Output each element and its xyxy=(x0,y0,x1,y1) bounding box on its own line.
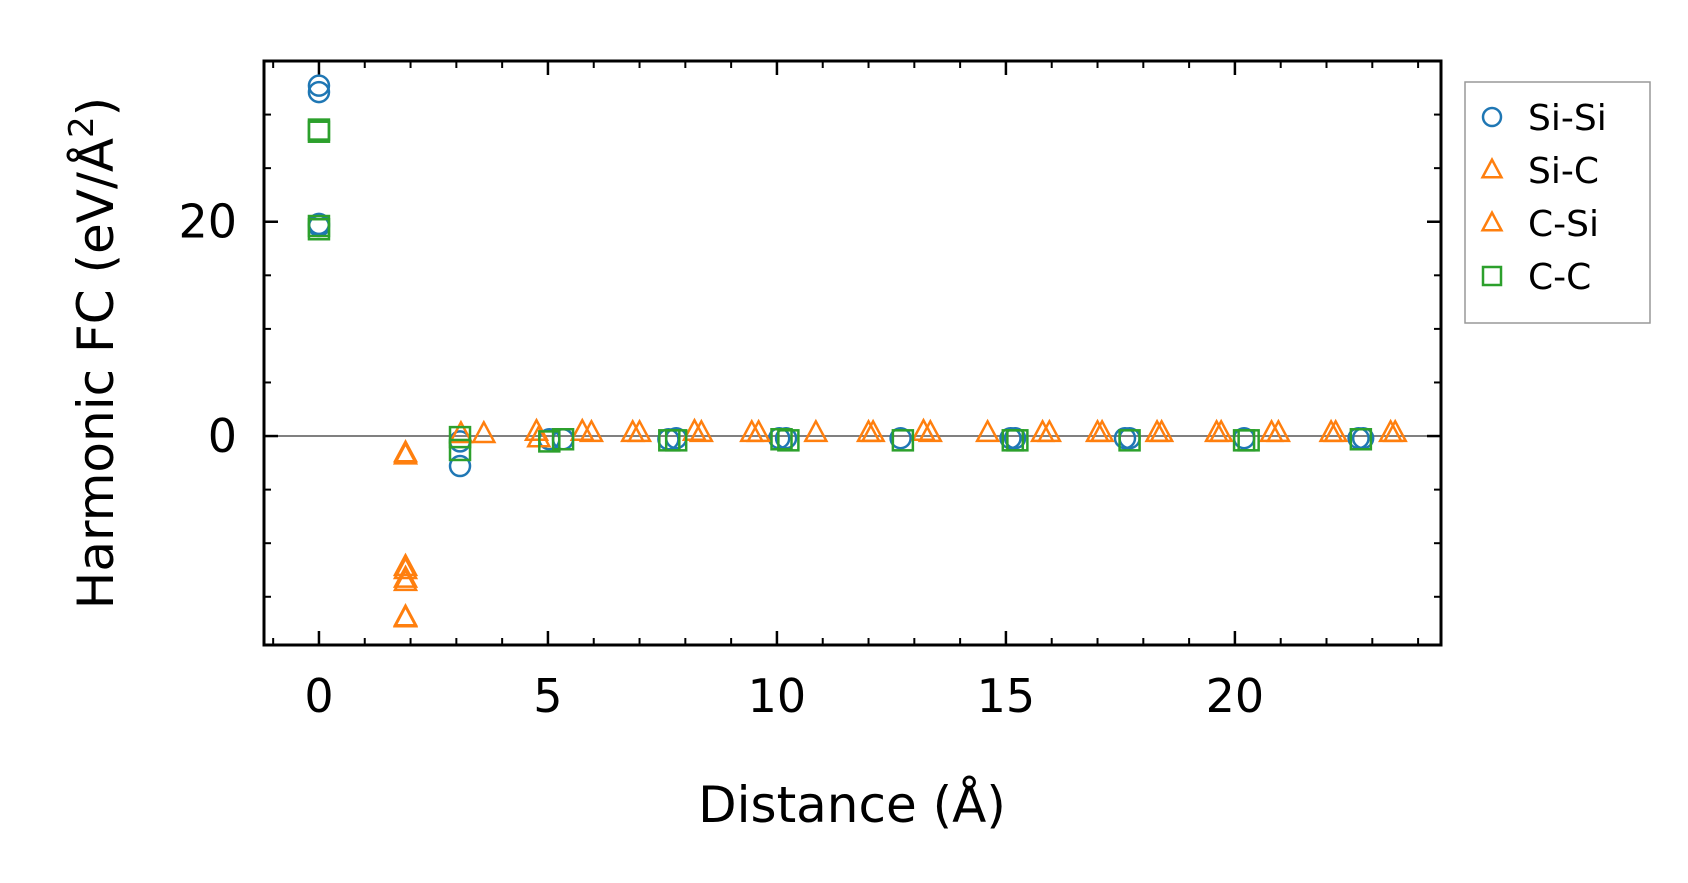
data-point xyxy=(1382,418,1408,443)
data-point xyxy=(1089,418,1115,443)
legend-label-c-c: C-C xyxy=(1528,257,1591,298)
legend: Si-Si Si-C C-Si C-C xyxy=(1464,81,1651,324)
data-point xyxy=(1036,418,1063,443)
data-point xyxy=(620,418,646,443)
data-point xyxy=(1265,418,1292,443)
legend-marker-c-si xyxy=(1480,210,1504,232)
data-point xyxy=(471,419,497,444)
plot-frame xyxy=(262,59,1443,647)
data-point xyxy=(975,418,1001,443)
data-point xyxy=(860,418,886,443)
data-point xyxy=(392,567,419,592)
data-point xyxy=(448,454,472,478)
data-point xyxy=(1118,429,1141,452)
data-point xyxy=(448,419,474,444)
point-layer xyxy=(307,74,1408,628)
data-point xyxy=(917,418,943,443)
data-point xyxy=(1006,429,1029,452)
legend-label-si-c: Si-C xyxy=(1528,151,1599,192)
data-point xyxy=(746,418,772,443)
data-point xyxy=(307,120,331,143)
x-tick-label: 0 xyxy=(304,669,333,723)
legend-frame xyxy=(1464,81,1651,324)
data-point xyxy=(551,428,575,451)
y-tick-label: 0 xyxy=(208,409,237,463)
data-point xyxy=(889,426,912,450)
data-point xyxy=(1003,426,1027,450)
x-axis-title: Distance (Å) xyxy=(698,776,1006,834)
data-point xyxy=(578,418,605,443)
data-point xyxy=(1208,418,1234,443)
data-point xyxy=(891,429,915,452)
data-point xyxy=(1349,428,1373,451)
data-point xyxy=(664,429,688,452)
legend-marker-si-c xyxy=(1480,157,1504,179)
data-point xyxy=(307,80,331,104)
legend-marker-c-c xyxy=(1481,265,1503,287)
series-c-si xyxy=(392,418,1408,627)
legend-label-si-si: Si-Si xyxy=(1528,98,1607,139)
y-tick-label: 20 xyxy=(178,195,237,249)
data-point xyxy=(307,217,331,241)
data-point xyxy=(1237,429,1260,452)
data-point xyxy=(688,418,714,443)
data-point xyxy=(538,430,561,453)
y-axis-title-close: ) xyxy=(67,97,125,117)
x-tick-label: 10 xyxy=(748,669,807,723)
data-point xyxy=(448,425,472,449)
y-axis-title-superscript: 2 xyxy=(62,116,102,138)
y-axis-title-main: Harmonic FC (eV/Å xyxy=(67,138,125,609)
tick-layer: 0 5 10 15 20 0 20 xyxy=(178,60,1441,723)
data-point xyxy=(448,438,472,462)
series-c-c xyxy=(307,118,1373,462)
data-point xyxy=(1149,418,1175,443)
data-point xyxy=(777,429,800,452)
data-point xyxy=(392,564,419,588)
data-point xyxy=(392,602,419,627)
y-axis-title: Harmonic FC (eV/Å2) xyxy=(62,97,125,609)
x-tick-label: 20 xyxy=(1206,669,1265,723)
legend-marker-si-si xyxy=(1481,106,1503,128)
data-point xyxy=(392,439,419,463)
x-tick-label: 5 xyxy=(533,669,562,723)
x-tick-label: 15 xyxy=(977,669,1036,723)
data-point xyxy=(392,555,419,580)
data-point xyxy=(307,74,331,97)
data-point xyxy=(392,552,419,577)
data-point xyxy=(1323,418,1349,443)
legend-label-c-si: C-Si xyxy=(1528,204,1599,245)
data-point xyxy=(803,418,829,443)
